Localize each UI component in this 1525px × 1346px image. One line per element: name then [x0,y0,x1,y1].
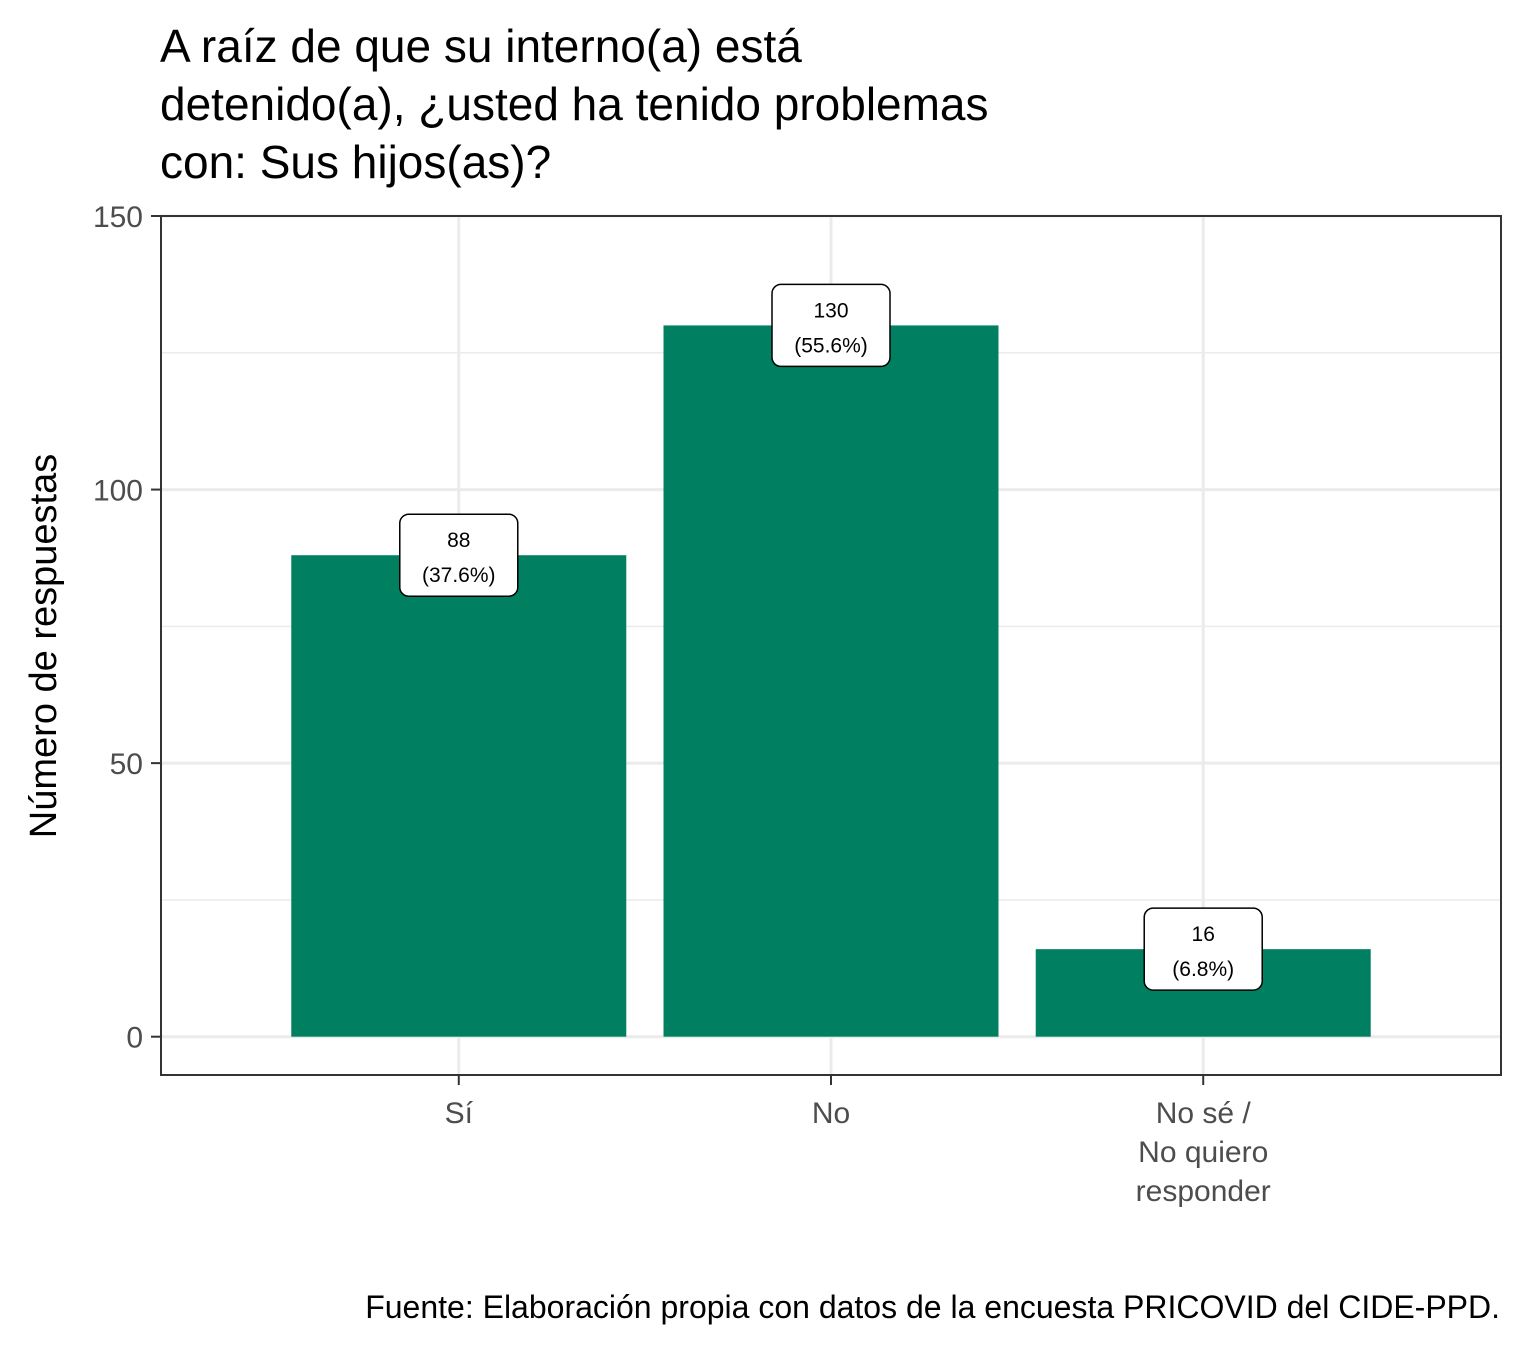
bar [663,325,999,1037]
x-tick-label-line: No [812,1097,850,1130]
bar [291,555,627,1037]
data-label-count: 16 [1192,923,1215,946]
data-label: 88 (37.6%) [399,513,519,597]
x-tick-label-line: responder [1136,1175,1271,1208]
x-tick-label-line: No quiero [1138,1136,1268,1169]
x-tick-label: No [812,1097,850,1130]
axes: 0 50 100 150 Sí No No sé / No quiero responder [93,201,1271,1208]
bars [291,325,1371,1037]
data-label: 16 (6.8%) [1143,907,1263,991]
x-tick-label-line: No sé / [1156,1097,1252,1130]
x-tick-label: Sí [445,1097,474,1130]
source-caption: Fuente: Elaboración propia con datos de … [365,1289,1500,1325]
data-label-box [1143,907,1263,991]
data-label-box [399,513,519,597]
y-tick-label: 100 [93,475,143,508]
data-label-percent: (37.6%) [422,564,496,587]
chart-title: A raíz de que su interno(a) está detenido… [160,20,989,188]
data-label-percent: (6.8%) [1172,958,1234,981]
x-tick-label: No sé / No quiero responder [1136,1097,1271,1208]
data-label-count: 88 [447,529,470,552]
y-tick-label: 0 [126,1022,143,1055]
chart-title-line: con: Sus hijos(as)? [160,136,551,188]
data-labels: 88 (37.6%) 130 (55.6%) 16 (6.8%) [399,283,1263,991]
chart-title-line: detenido(a), ¿usted ha tenido problemas [160,78,989,130]
y-tick-label: 150 [93,201,143,234]
data-label: 130 (55.6%) [771,283,891,368]
data-label-box [771,283,891,368]
data-label-percent: (55.6%) [794,334,868,357]
data-label-count: 130 [813,299,848,322]
x-tick-label-line: Sí [445,1097,474,1130]
chart-title-line: A raíz de que su interno(a) está [160,20,802,72]
y-tick-label: 50 [110,748,143,781]
y-axis-title: Número de respuestas [23,454,65,838]
